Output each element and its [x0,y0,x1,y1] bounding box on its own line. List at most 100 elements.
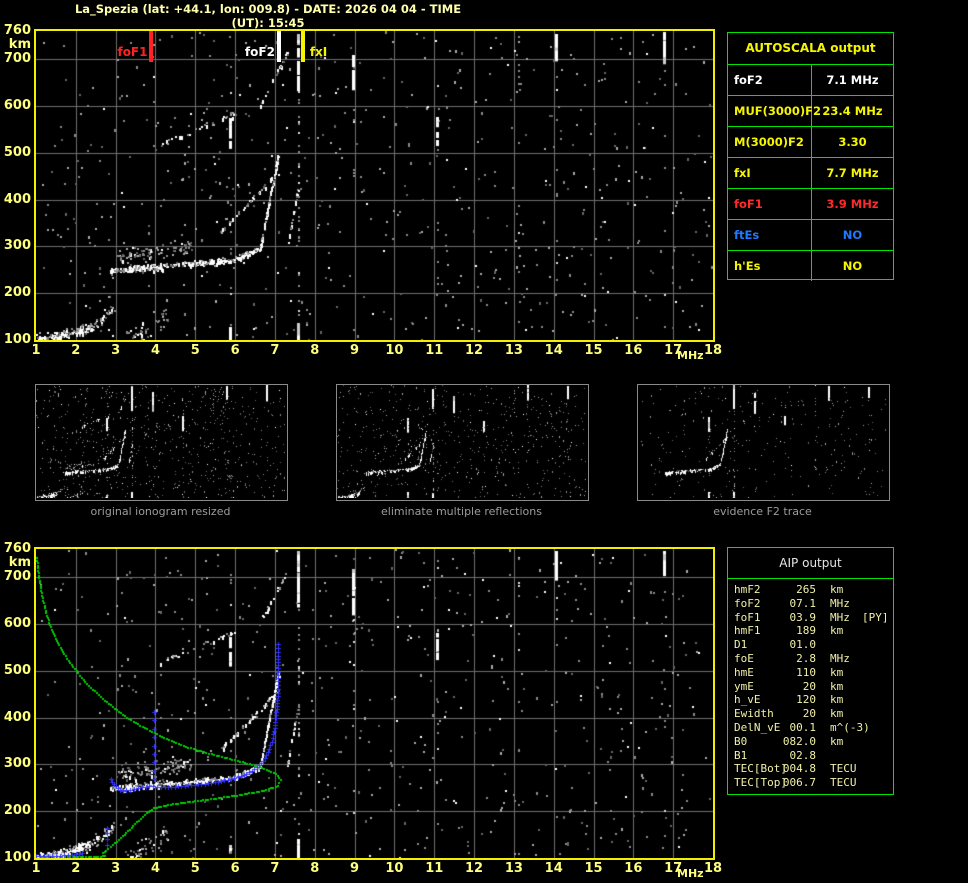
autoscala-row-h'Es: h'Es NO [728,251,893,281]
aip-lab: TEC[Bot] [734,762,787,776]
marker-label-fof2: foF2 [244,45,275,59]
thumbnail-eliminate-canvas [337,385,586,498]
x-tick-label: 12 [465,861,484,876]
aip-unit: MHz [830,610,850,624]
x-tick-label: 5 [190,861,200,876]
aip-table-header: AIP output [728,548,893,579]
aip-val: 07.1 [789,596,817,610]
autoscala-row-label: M(3000)F2 [728,127,812,157]
aip-lab: B1 [734,748,748,762]
x-tick-label: 7 [270,343,280,358]
aip-row-DelN_vE: DelN_vE 00.1 m^(-3) [728,721,893,735]
aip-row-hmF2: hmF2 265 km [728,583,893,597]
aip-lab: DelN_vE [734,720,781,734]
aip-lab: Ewidth [734,707,774,721]
aip-unit: km [830,624,844,638]
aip-unit: km [830,734,844,748]
aip-lab: h_vE [734,693,761,707]
y-tick-label: 100 [3,850,31,865]
aip-val: 006.7 [782,776,816,790]
x-tick-label: 10 [385,861,404,876]
aip-lab: foE [734,651,754,665]
x-tick-label: 15 [584,861,603,876]
y-tick-label: 400 [3,709,31,725]
autoscala-row-label: fxI [728,158,812,188]
aip-unit: km [830,583,844,596]
x-tick-label: 2 [71,343,81,358]
x-tick-label: 14 [544,861,563,876]
aip-val: 082.0 [782,734,816,748]
autoscala-row-value: 7.7 MHz [826,166,879,180]
thumbnail-evidence-f2 [637,384,890,501]
x-tick-label: 6 [230,343,240,358]
aip-val: 20 [802,679,816,693]
aip-row-B0: B0 082.0 km [728,735,893,749]
aip-extra: [PY] [862,610,889,624]
aip-unit: km [830,693,844,707]
marker-label-fxi: fxI [309,45,328,59]
x-tick-label: 13 [504,861,523,876]
autoscala-row-ftEs: ftEs NO [728,220,893,251]
x-tick-label: 2 [71,861,81,876]
x-tick-label: 1 [31,343,41,358]
y-tick-label: 500 [3,662,31,678]
aip-unit: m^(-3) [830,720,870,734]
aip-unit: km [830,707,844,721]
autoscala-row-value: NO [842,228,863,242]
autoscala-table-header: AUTOSCALA output [728,33,893,65]
aip-unit: km [830,665,844,679]
x-tick-label: 15 [584,343,603,358]
aip-unit: MHz [830,596,850,610]
x-tick-label: 16 [624,861,643,876]
autoscala-row-label: h'Es [728,251,812,281]
x-axis-unit-bottom: MHz [677,867,704,880]
aip-val: 110 [796,665,816,679]
y-tick-label: 700 [3,569,31,585]
autoscala-row-label: foF2 [728,65,812,95]
aip-row-TEC[Top]: TEC[Top] 006.7 TECU [728,776,893,790]
aip-lab: hmE [734,665,754,679]
aip-unit: MHz [830,651,850,665]
aip-unit: km [830,679,844,693]
autoscala-row-value: 3.9 MHz [826,197,879,211]
aip-unit: TECU [830,776,857,790]
x-tick-label: 9 [350,343,360,358]
aip-val: 00.1 [789,720,817,734]
y-tick-label: 300 [3,756,31,772]
autoscala-row-MUF(3000)F2: MUF(3000)F2 23.4 MHz [728,96,893,127]
autoscala-row-fxI: fxI 7.7 MHz [728,158,893,189]
aip-val: 265 [796,583,816,596]
x-tick-label: 6 [230,861,240,876]
aip-unit: TECU [830,762,857,776]
x-tick-label: 8 [310,343,320,358]
thumbnail-caption-evidence: evidence F2 trace [713,505,812,518]
y-tick-label: 760 [3,23,31,38]
thumbnail-original-canvas [36,385,285,498]
aip-row-Ewidth: Ewidth 20 km [728,707,893,721]
marker-line-fof2 [276,31,281,62]
ionogram-main-canvas [36,31,713,340]
aip-val: 004.8 [782,762,816,776]
x-tick-label: 7 [270,861,280,876]
x-tick-label: 3 [111,861,121,876]
marker-line-fxi [300,31,305,62]
y-tick-label: 760 [3,541,31,556]
aip-val: 02.8 [789,748,817,762]
aip-output-table: AIP output hmF2 265 km foF2 07.1 MHz foF1 03.9 M… [727,547,894,795]
autoscala-row-value: 3.30 [838,135,867,149]
thumbnail-eliminate-reflections [336,384,589,501]
aip-val: 189 [796,624,816,638]
x-tick-label: 11 [425,343,444,358]
marker-label-fof1: foF1 [117,45,148,59]
aip-val: 03.9 [789,610,817,624]
aip-lab: hmF1 [734,624,761,638]
autoscala-row-foF2: foF2 7.1 MHz [728,65,893,96]
x-tick-label: 18 [703,343,723,358]
y-tick-label: 100 [3,332,31,347]
x-tick-label: 3 [111,343,121,358]
aip-row-foE: foE 2.8 MHz [728,652,893,666]
aip-row-foF2: foF2 07.1 MHz [728,597,893,611]
y-tick-label: 500 [3,144,31,160]
thumbnail-evidence-canvas [638,385,887,498]
